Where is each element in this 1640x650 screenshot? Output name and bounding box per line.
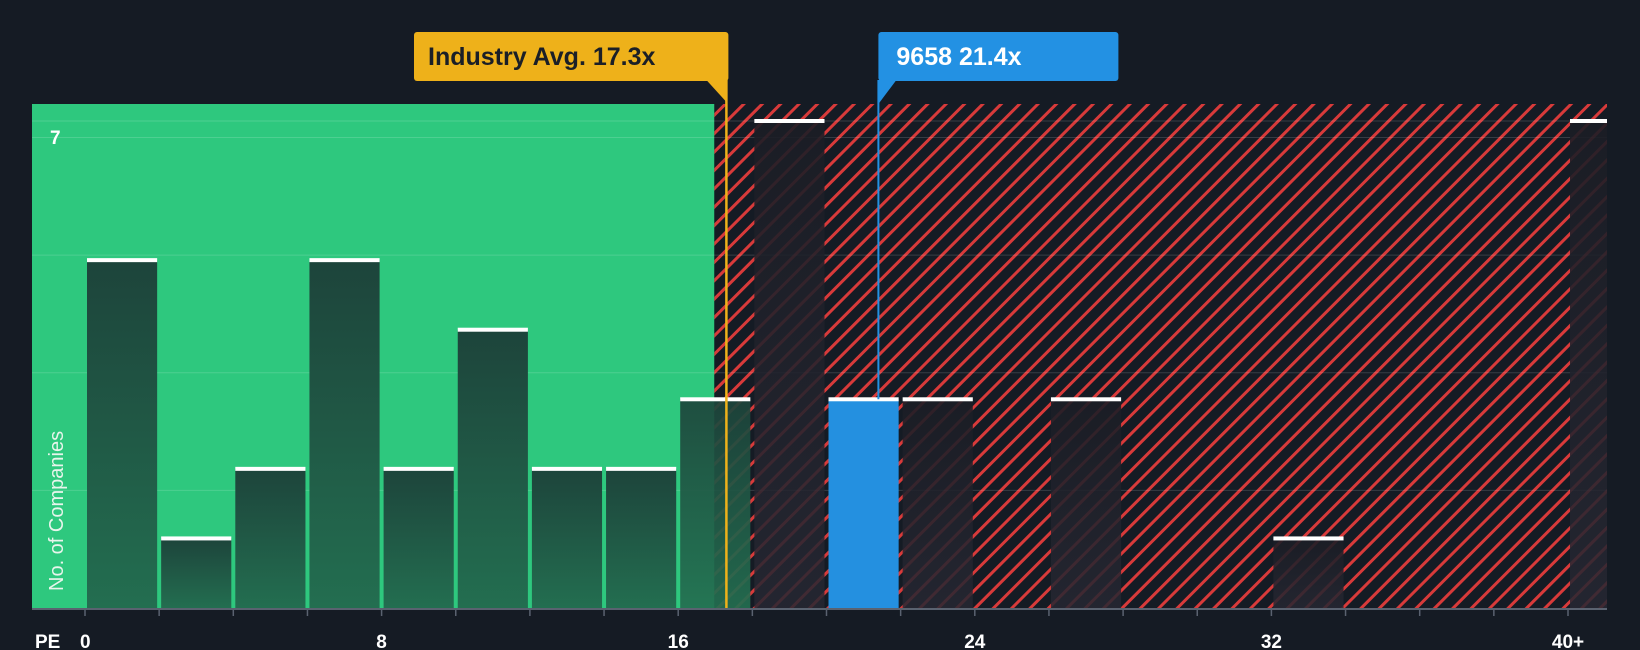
company-pe-label: 9658 21.4x [896, 43, 1021, 71]
histogram-bar[interactable] [680, 399, 751, 608]
bar-top-cap [1570, 119, 1607, 123]
histogram-bar[interactable] [902, 399, 973, 608]
company-pe-callout [878, 32, 1119, 81]
histogram-bar[interactable] [754, 121, 825, 608]
bar-top-cap [457, 327, 528, 332]
y-axis-max-label: 7 [50, 128, 61, 149]
bar-top-cap [754, 119, 825, 123]
bar-top-cap [383, 466, 454, 471]
bar-top-cap [161, 536, 232, 541]
histogram-bar[interactable] [1273, 538, 1344, 608]
histogram-bar[interactable] [383, 468, 454, 608]
bar-top-cap [902, 397, 973, 402]
histogram-bar[interactable] [161, 538, 232, 608]
industry-avg-callout [414, 32, 729, 81]
x-tick-label: 16 [668, 632, 689, 650]
histogram-bar[interactable] [309, 260, 380, 608]
y-axis-title: No. of Companies [46, 431, 68, 591]
histogram-bar[interactable] [531, 468, 603, 608]
x-tick-label: 8 [376, 632, 387, 650]
bar-top-cap [235, 466, 306, 471]
company-pe-pointer [878, 80, 897, 104]
bar-top-cap [606, 466, 677, 471]
histogram-bar[interactable] [235, 468, 306, 608]
histogram-bar[interactable] [1050, 399, 1122, 608]
industry-avg-label: Industry Avg. 17.3x [428, 43, 655, 71]
bar-top-cap [87, 258, 158, 263]
x-tick-label: 0 [80, 632, 91, 650]
bar-top-cap [531, 466, 603, 471]
bar-top-cap [680, 397, 751, 402]
bar-top-cap [1050, 397, 1122, 402]
x-tick-label: 40+ [1552, 632, 1584, 650]
histogram-bar[interactable] [1570, 121, 1607, 608]
histogram-bar[interactable] [457, 329, 528, 608]
x-axis-title: PE [35, 632, 60, 650]
histogram-bar[interactable] [828, 399, 899, 608]
histogram-bar[interactable] [606, 468, 677, 608]
x-tick-label: 32 [1261, 632, 1282, 650]
industry-avg-pointer [706, 80, 727, 102]
bar-top-cap [1273, 536, 1344, 541]
bar-top-cap [309, 258, 380, 263]
bar-top-cap [828, 397, 899, 402]
histogram-bar[interactable] [87, 260, 158, 608]
x-tick-label: 24 [964, 632, 986, 650]
